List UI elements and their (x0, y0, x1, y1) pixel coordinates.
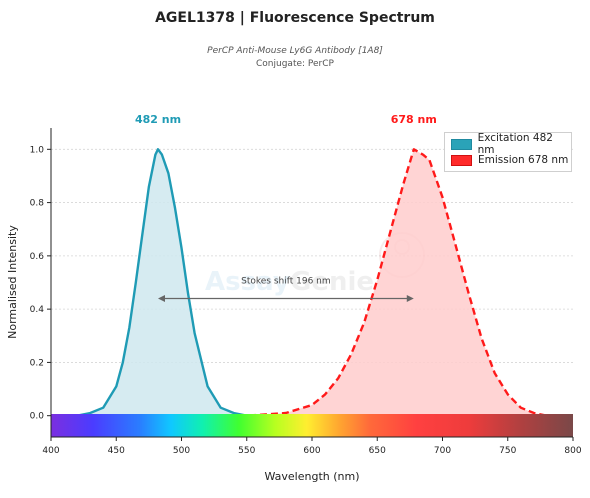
legend-label-excitation: Excitation 482 nm (477, 132, 553, 156)
emission-line (51, 148, 573, 417)
x-tick-label: 600 (303, 446, 320, 456)
y-tick-labels: 0.0 0.2 0.4 0.6 0.8 1.0 (30, 145, 51, 422)
emission-swatch (451, 154, 472, 166)
y-tick-label: 1.0 (30, 145, 45, 155)
x-tick-labels: 400 450 500 550 600 650 700 750 800 (42, 437, 582, 456)
x-tick-label: 650 (369, 446, 386, 456)
y-tick-label: 0.4 (30, 305, 45, 315)
conjugate-label: Conjugate: PerCP (256, 59, 334, 69)
spectrum-color-bar (51, 414, 573, 437)
x-tick-label: 450 (108, 446, 125, 456)
chart-subtitle: PerCP Anti-Mouse Ly6G Antibody [1A8] (207, 46, 383, 56)
legend: Excitation 482 nm Emission 678 nm (444, 132, 572, 172)
y-tick-label: 0.0 (30, 412, 45, 422)
chart-title: AGEL1378 | Fluorescence Spectrum (155, 10, 435, 26)
legend-label-emission: Emission 678 nm (478, 154, 569, 166)
x-axis-label: Wavelength (nm) (264, 470, 359, 483)
stokes-shift-label: Stokes shift 196 nm (241, 276, 331, 286)
y-tick-label: 0.8 (30, 199, 45, 209)
y-axis-label: Normalised Intensity (6, 225, 19, 339)
arrow-right-icon (406, 294, 414, 302)
legend-item-emission: Emission 678 nm (451, 153, 568, 167)
x-tick-label: 750 (499, 446, 516, 456)
legend-item-excitation: Excitation 482 nm (451, 132, 571, 156)
y-tick-label: 0.6 (30, 252, 45, 262)
emission-peak-label: 678 nm (391, 113, 437, 126)
excitation-area (51, 149, 573, 416)
y-tick-label: 0.2 (30, 358, 44, 368)
x-tick-label: 400 (42, 446, 59, 456)
svg-text:Assay: Assay (205, 267, 290, 297)
x-tick-label: 500 (173, 446, 190, 456)
x-tick-label: 700 (434, 446, 451, 456)
annotations: 482 nm 678 nm Stokes shift 196 nm (135, 113, 437, 302)
excitation-swatch (451, 138, 472, 150)
x-tick-label: 800 (564, 446, 581, 456)
emission-area (51, 149, 573, 416)
arrow-left-icon (158, 294, 166, 302)
excitation-peak-label: 482 nm (135, 113, 181, 126)
svg-text:Genie: Genie (290, 267, 374, 297)
x-tick-label: 550 (238, 446, 255, 456)
